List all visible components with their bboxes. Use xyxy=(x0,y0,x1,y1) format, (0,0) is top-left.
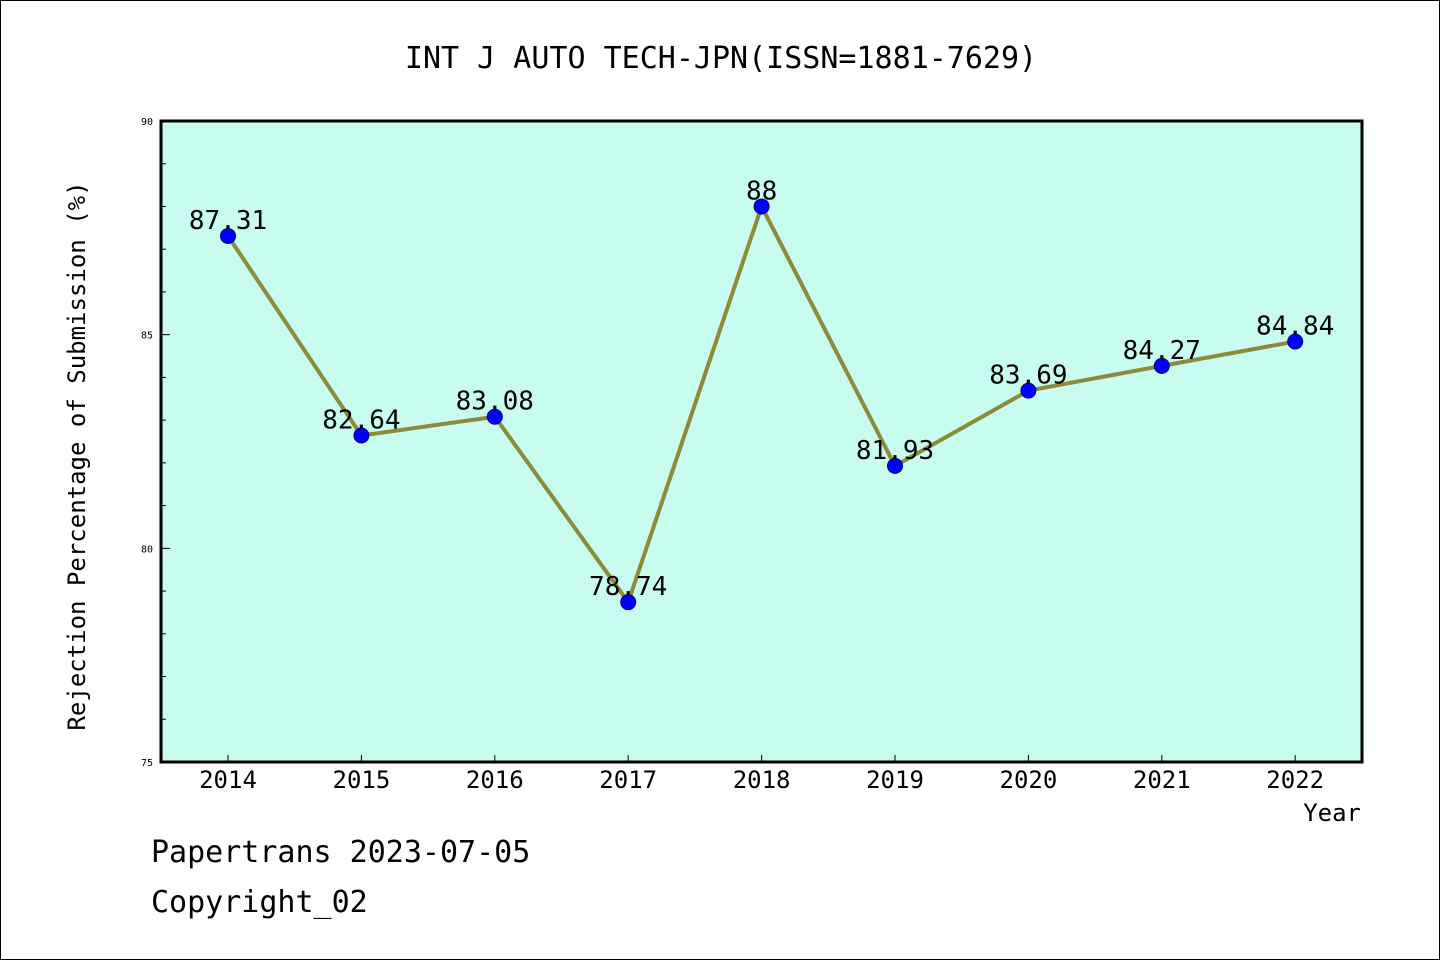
chart-title: INT J AUTO TECH-JPN(ISSN=1881-7629) xyxy=(405,41,1037,76)
x-axis: 2014 2015 2016 2017 2018 2019 2020 2021 2022 xyxy=(199,755,1324,794)
y-axis-title: Rejection Percentage of Submission (%) xyxy=(63,181,91,730)
x-tick-label: 2019 xyxy=(866,766,924,794)
data-label: 81.93 xyxy=(856,436,934,466)
data-point xyxy=(620,594,637,611)
y-axis: 75 80 85 90 xyxy=(141,117,170,769)
data-point xyxy=(1153,357,1170,374)
y-tick-label: 90 xyxy=(141,117,153,128)
data-point xyxy=(1020,382,1037,399)
x-tick-label: 2022 xyxy=(1266,766,1324,794)
footer-copyright-text: Copyright_02 xyxy=(151,885,368,920)
data-point xyxy=(353,427,370,444)
x-tick-label: 2014 xyxy=(199,766,257,794)
data-label: 87.31 xyxy=(189,206,267,236)
data-point xyxy=(753,198,770,215)
data-label: 78.74 xyxy=(589,572,667,602)
x-axis-title: Year xyxy=(1303,799,1361,827)
x-tick-label: 2021 xyxy=(1133,766,1191,794)
data-point xyxy=(220,227,236,244)
data-label: 84.27 xyxy=(1123,336,1201,366)
x-tick-label: 2015 xyxy=(333,766,391,794)
y-tick-label: 80 xyxy=(141,544,153,555)
data-point xyxy=(1287,333,1304,350)
y-tick-label: 75 xyxy=(141,758,153,769)
x-tick-label: 2018 xyxy=(733,766,791,794)
x-tick-label: 2016 xyxy=(466,766,524,794)
y-tick-label: 85 xyxy=(141,331,153,342)
data-markers xyxy=(220,198,1304,611)
footer-date-text: Papertrans 2023-07-05 xyxy=(151,835,531,870)
x-tick-label: 2017 xyxy=(599,766,657,794)
data-label: 83.08 xyxy=(456,387,534,417)
data-label: 82.64 xyxy=(322,406,400,436)
data-label: 84.84 xyxy=(1256,312,1334,342)
data-point xyxy=(486,408,503,425)
x-tick-label: 2020 xyxy=(1000,766,1058,794)
data-label: 88 xyxy=(746,176,777,206)
data-label: 83.69 xyxy=(989,361,1067,391)
data-labels: 87.31 82.64 83.08 78.74 88 81.93 83.69 84.27 84.… xyxy=(189,176,1334,602)
plot-area xyxy=(159,119,1364,764)
data-point xyxy=(887,457,903,474)
